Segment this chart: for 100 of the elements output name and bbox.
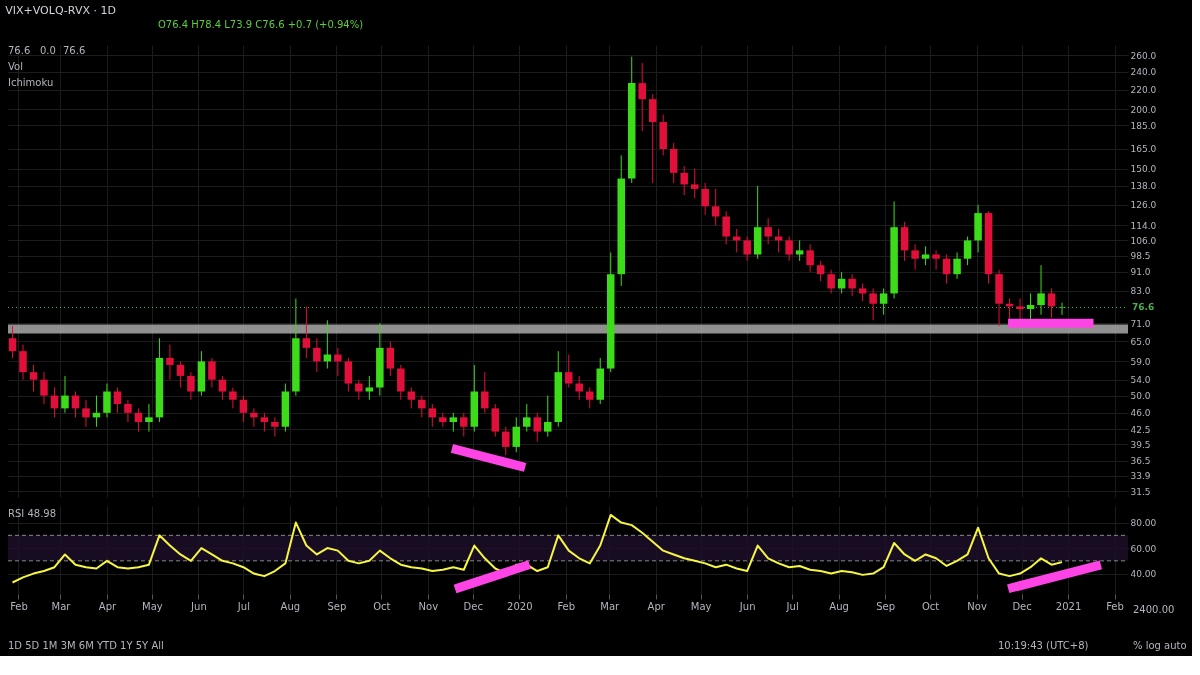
y-tick-label: 80.00	[1130, 518, 1157, 529]
y-tick-label: 220.0	[1130, 85, 1157, 96]
annotation: Vol	[8, 61, 23, 72]
candlestick	[124, 399, 132, 423]
x-tick-label: Jun	[738, 600, 756, 612]
candlestick	[145, 403, 153, 433]
y-tick-label: 71.0	[1130, 318, 1151, 329]
candlestick	[491, 403, 500, 438]
y-tick-label: 42.5	[1130, 424, 1151, 435]
y-tick-label: 40.00	[1130, 569, 1157, 580]
candlestick	[260, 412, 269, 433]
candlestick	[533, 412, 542, 443]
candlestick	[334, 347, 342, 377]
x-tick-label: 2021	[1055, 600, 1082, 612]
candlestick	[900, 221, 909, 262]
candlestick	[29, 364, 38, 392]
x-tick-label: May	[690, 600, 712, 612]
candlestick	[848, 273, 856, 297]
candlestick	[827, 269, 835, 294]
candlestick	[250, 407, 258, 428]
text: 2400.00	[1133, 604, 1175, 615]
x-tick-label: Apr	[98, 600, 117, 612]
x-tick-label: 2020	[507, 600, 533, 612]
candlestick	[523, 403, 531, 433]
y-tick-label: 91.0	[1130, 267, 1151, 278]
candlestick	[963, 236, 972, 266]
candlestick	[585, 386, 594, 409]
text: 10:19:43 (UTC+8)	[998, 640, 1089, 651]
y-tick-label: 33.9	[1130, 471, 1151, 482]
x-tick-label: Mar	[51, 600, 72, 612]
y-tick-label: 39.5	[1130, 439, 1151, 450]
candlestick	[239, 395, 248, 423]
candlestick	[271, 416, 279, 438]
y-tick-label: 65.0	[1130, 336, 1151, 347]
candlestick	[879, 287, 888, 316]
y-tick-label: 36.5	[1130, 456, 1151, 467]
x-tick-label: Jul	[236, 600, 250, 612]
candlestick	[1016, 298, 1024, 321]
candlestick	[932, 249, 940, 271]
y-tick-label: 185.0	[1130, 120, 1157, 131]
x-tick-label: Dec	[463, 600, 483, 612]
candlestick	[208, 357, 216, 388]
y-tick-label: 59.0	[1130, 356, 1151, 367]
candlestick	[502, 426, 510, 456]
chart-title: VIX+VOLQ-RVX · 1D	[5, 4, 116, 17]
candlestick	[176, 360, 185, 388]
candlestick	[113, 386, 122, 414]
y-tick-label: 50.0	[1130, 391, 1151, 402]
candlestick	[8, 325, 17, 359]
x-tick-label: Aug	[829, 600, 849, 612]
candlestick	[680, 165, 688, 196]
candlestick	[1026, 292, 1035, 321]
annotation: 0.0	[40, 45, 56, 56]
x-tick-label: Aug	[280, 600, 301, 612]
candlestick	[82, 399, 90, 428]
candlestick	[701, 182, 709, 216]
x-tick-label: Dec	[1012, 600, 1032, 612]
y-tick-label: 126.0	[1130, 200, 1157, 211]
candlestick	[764, 217, 772, 245]
y-tick-label: 200.0	[1130, 104, 1157, 115]
candlestick	[785, 236, 793, 262]
annotation: Ichimoku	[8, 77, 54, 88]
candlestick	[40, 371, 48, 405]
candlestick	[722, 210, 730, 245]
y-tick-label: 165.0	[1130, 144, 1157, 155]
text: 1D 5D 1M 3M 6M YTD 1Y 5Y All	[8, 640, 164, 651]
x-tick-label: Nov	[967, 600, 987, 612]
y-tick-label: 54.0	[1130, 375, 1151, 386]
candlestick	[648, 93, 657, 184]
candlestick	[229, 386, 237, 409]
annotation: RSI 48.98	[8, 508, 57, 519]
candlestick	[512, 416, 521, 453]
text: O76.4 H78.4 L73.9 C76.6 +0.7 (+0.94%)	[158, 19, 364, 30]
candlestick	[428, 403, 437, 428]
y-tick-label: 60.00	[1130, 543, 1157, 554]
candlestick	[565, 354, 573, 388]
candlestick	[795, 239, 804, 262]
candlestick	[869, 287, 877, 321]
candlestick	[575, 375, 583, 401]
x-tick-label: May	[142, 600, 163, 612]
y-tick-label: 240.0	[1130, 67, 1157, 78]
candlestick	[806, 243, 814, 273]
candlestick	[166, 344, 174, 381]
candlestick	[669, 142, 678, 184]
x-tick-label: Sep	[327, 600, 347, 612]
y-tick-label: 31.5	[1130, 486, 1151, 497]
y-tick-label: 46.0	[1130, 408, 1151, 419]
candlestick	[365, 375, 374, 401]
candlestick	[344, 357, 353, 392]
candlestick	[481, 371, 489, 414]
candlestick	[61, 375, 69, 414]
ref-line-label: 76.6	[1132, 302, 1155, 313]
candlestick	[711, 188, 720, 226]
x-tick-label: Jul	[785, 600, 799, 612]
x-tick-label: Feb	[10, 600, 28, 612]
candlestick	[743, 236, 751, 262]
candlestick	[103, 383, 111, 418]
candlestick	[1047, 287, 1056, 318]
x-tick-label: Feb	[1106, 600, 1124, 612]
candlestick	[953, 251, 961, 280]
